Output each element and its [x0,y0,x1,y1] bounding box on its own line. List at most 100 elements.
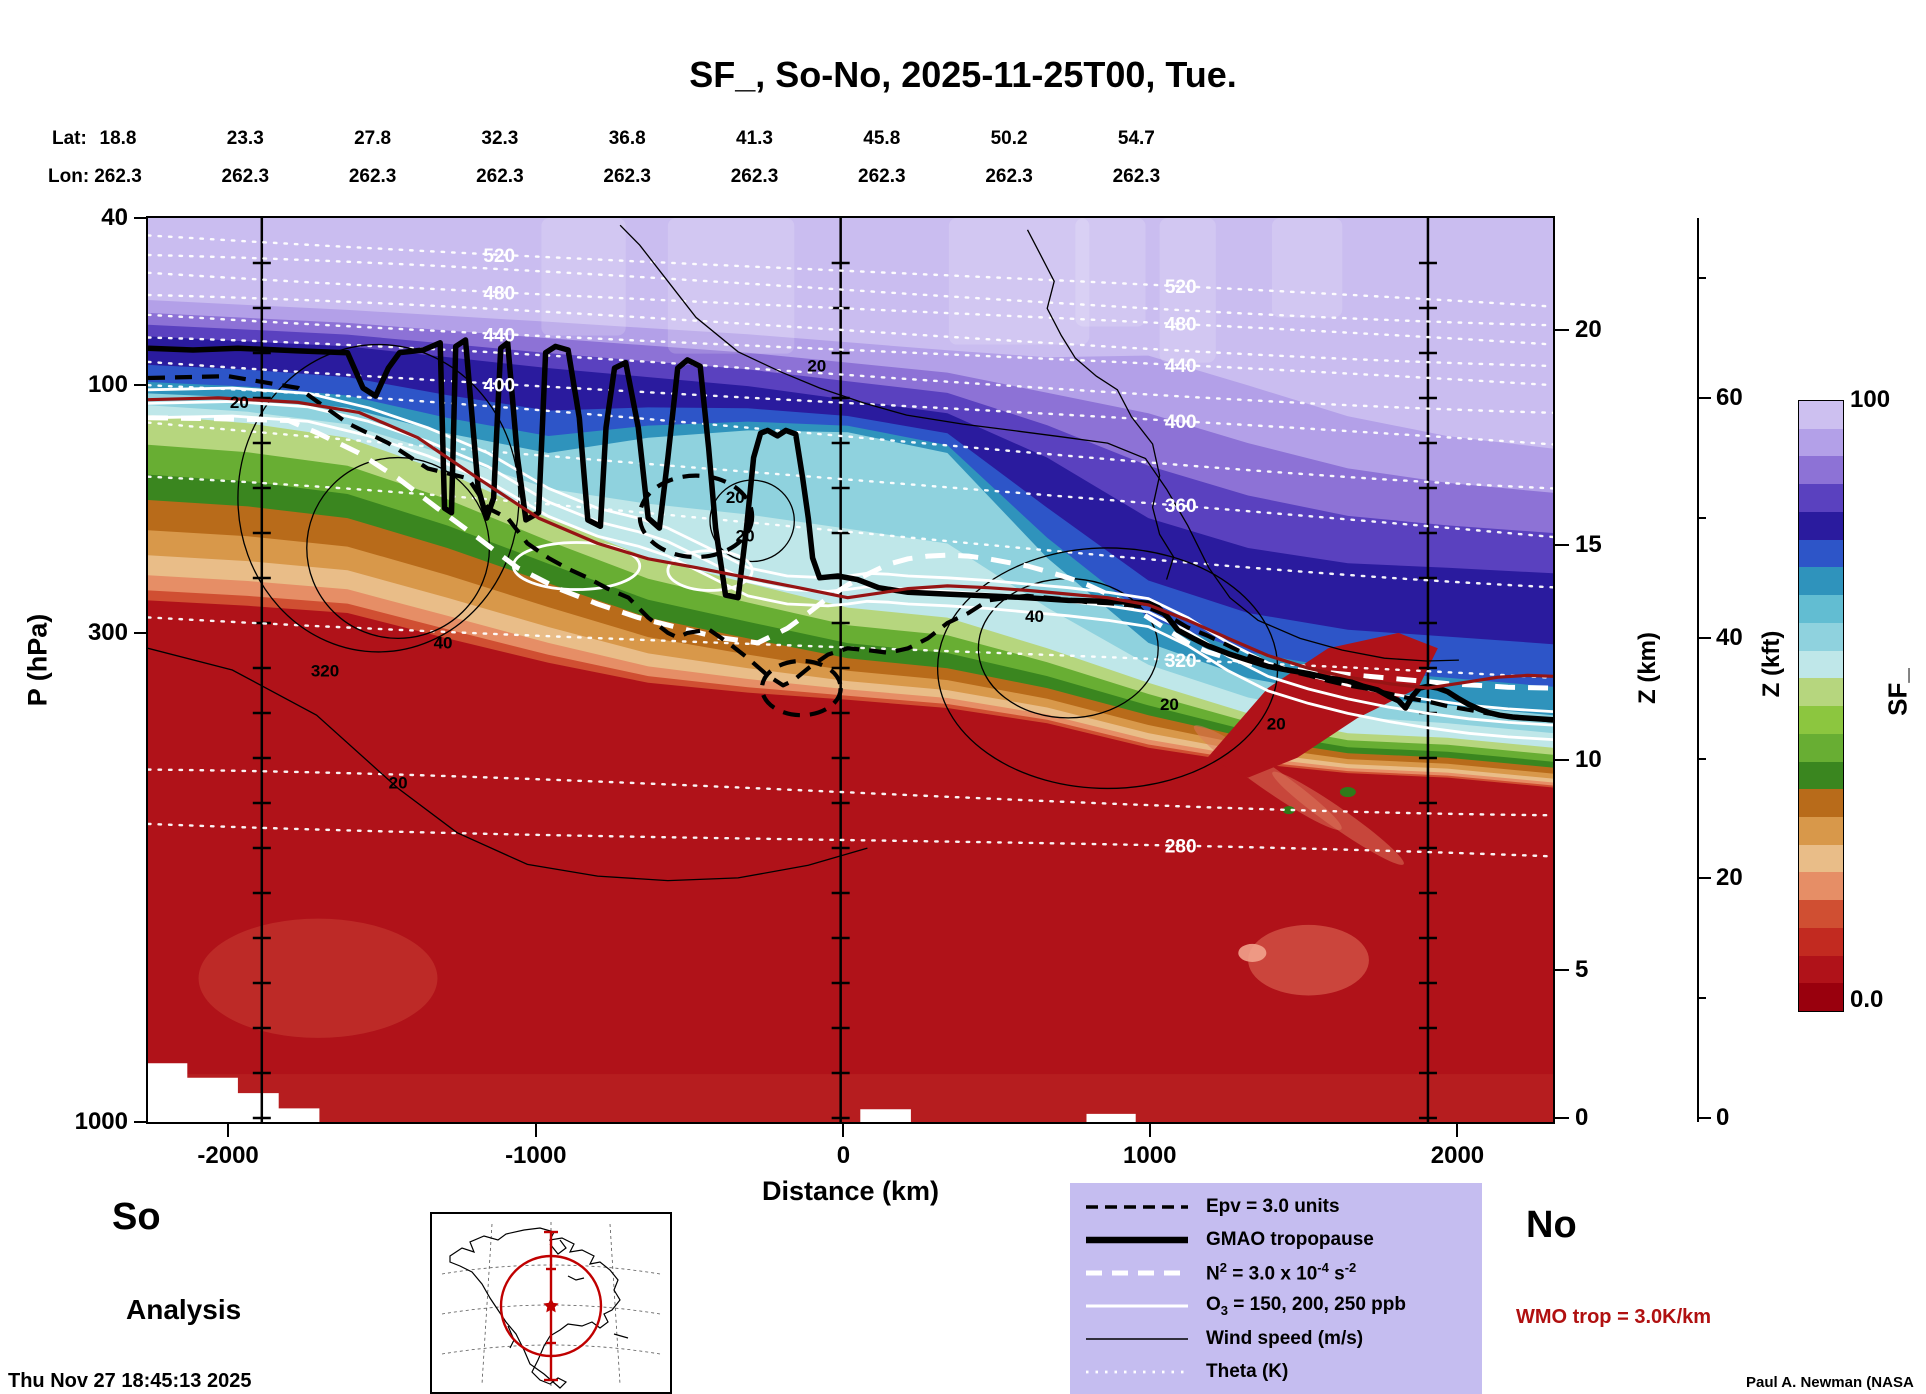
z-km-tick-label: 10 [1575,746,1602,774]
wind-contour-label: 20 [736,527,755,546]
wmo-tropopause-note: WMO trop = 3.0K/km [1516,1306,1712,1328]
gmao-line-sample-icon [1086,1236,1188,1244]
colorbar-segment [1799,567,1843,596]
sf-patch [1238,943,1267,962]
p-axis-tick [134,384,148,387]
epv-line-sample-icon [1086,1205,1188,1209]
lon-value: 262.3 [858,166,906,187]
legend-item-theta: Theta (K) [1084,1360,1288,1384]
wind-contour-label: 40 [1025,607,1044,626]
p-axis-tick [134,1121,148,1123]
z-kft-tick [1699,637,1711,640]
legend-item-wind-speed: Wind speed (m/s) [1084,1327,1363,1351]
lon-value: 262.3 [476,166,524,187]
colorbar-segment [1799,872,1843,901]
wind-speed-contour [148,647,868,882]
colorbar-segment [1799,650,1843,679]
colorbar [1798,400,1844,1012]
theta-contour [148,360,1553,446]
colorbar-segment [1799,733,1843,762]
graticule-line [609,1223,621,1385]
colorbar-segment [1799,955,1843,984]
z-km-tick [1555,544,1569,547]
lon-value: 262.3 [221,166,270,187]
wind-contour-label: 20 [1267,715,1286,734]
sf-streak [1272,218,1343,318]
wind-contour-label: 20 [726,488,745,507]
wind-speed-contour [619,224,1459,662]
x-axis-tick-label: -2000 [197,1142,259,1169]
sf-band [148,600,1553,1122]
lat-value: 45.8 [863,128,901,149]
x-axis-tick [1456,1124,1459,1137]
theta-contour-label: 440 [1165,356,1197,377]
lat-value: 23.3 [226,128,264,149]
sf-streak [1159,218,1216,363]
lon-value: 262.3 [94,166,142,187]
colorbar-segment [1799,678,1843,707]
legend-item-label: Wind speed (m/s) [1206,1328,1364,1349]
legend-item-label: N2 = 3.0 x 10-4 s-2 [1206,1260,1357,1285]
colorbar-segment [1799,844,1843,873]
z-kft-tick-label: 60 [1716,383,1743,411]
z-kft-tick [1699,1117,1711,1120]
z-km-axis-title: Z (km) [1634,632,1661,704]
y-axis-title: P (hPa) [22,613,53,707]
z-km-tick [1555,329,1569,332]
sf-patch [1272,771,1404,865]
legend-item-epv: Epv = 3.0 units [1084,1195,1340,1219]
epv-contour [148,374,1553,723]
great-lakes [567,1275,585,1281]
sf-fleck [1339,787,1356,798]
colorbar-segment [1799,595,1843,623]
z-kft-minor-tick [1699,757,1706,760]
sf-patch [1248,924,1369,996]
theta-line-sample-icon [1086,1370,1188,1374]
gmao-tropopause-line [148,337,1553,723]
colorbar-segment [1799,539,1843,568]
cuba-island [613,1333,629,1339]
colorbar-segment [1799,761,1843,790]
colorbar-title: SF_ [1882,668,1913,716]
cross-section-plot: 520 520 480 480 440 440 400 400 360 320 280 20 40 20 2… [148,218,1553,1122]
page-title: SF_, So-No, 2025-11-25T00, Tue. [689,54,1237,95]
missing-data-cutout [860,1109,911,1122]
p-axis-tick-label: 300 [87,618,128,646]
wind-speed-contour [1026,229,1175,580]
lon-value: 262.3 [985,166,1033,187]
wmo-tropopause-line [148,396,1553,690]
colorbar-segment [1799,456,1843,485]
colorbar-segment [1799,706,1843,734]
theta-contour-label: 520 [1165,277,1197,298]
x-axis-tick [842,1124,845,1137]
x-axis-tick-label: -1000 [505,1142,567,1169]
lat-value: 36.8 [608,128,646,149]
colorbar-segment [1799,900,1843,928]
x-axis-tick-label: 0 [836,1142,851,1169]
sf-streak [1075,218,1146,327]
author-credit: Paul A. Newman (NASA [1746,1374,1914,1391]
wind-line-sample-icon [1086,1338,1188,1340]
x-axis-tick-label: 2000 [1430,1142,1485,1169]
z-km-tick [1555,1117,1569,1120]
x-axis-tick [534,1124,537,1137]
lon-value: 262.3 [603,166,651,187]
theta-contour-label: 280 [1165,837,1197,858]
sf-streak [948,218,1090,345]
z-kft-tick [1699,876,1711,879]
legend-box: Epv = 3.0 units GMAO tropopause N2 = 3.0… [1070,1183,1482,1394]
legend-item-gmao-tropopause: GMAO tropopause [1084,1228,1374,1252]
z-km-tick-label: 20 [1575,316,1602,344]
theta-contour-label: 400 [483,375,515,396]
z-km-tick-label: 15 [1575,531,1602,559]
p-axis-tick [134,631,148,634]
p-axis-tick [134,217,148,219]
lon-value: 262.3 [1112,166,1161,187]
epv-contour-loop [759,658,843,718]
lat-value: 41.3 [736,128,773,149]
creation-timestamp: Thu Nov 27 18:45:13 2025 [8,1370,252,1392]
colorbar-segment [1799,817,1843,845]
theta-contour-label: 400 [1165,412,1197,433]
lat-value: 27.8 [354,128,392,149]
ozone-contour [148,414,1553,741]
